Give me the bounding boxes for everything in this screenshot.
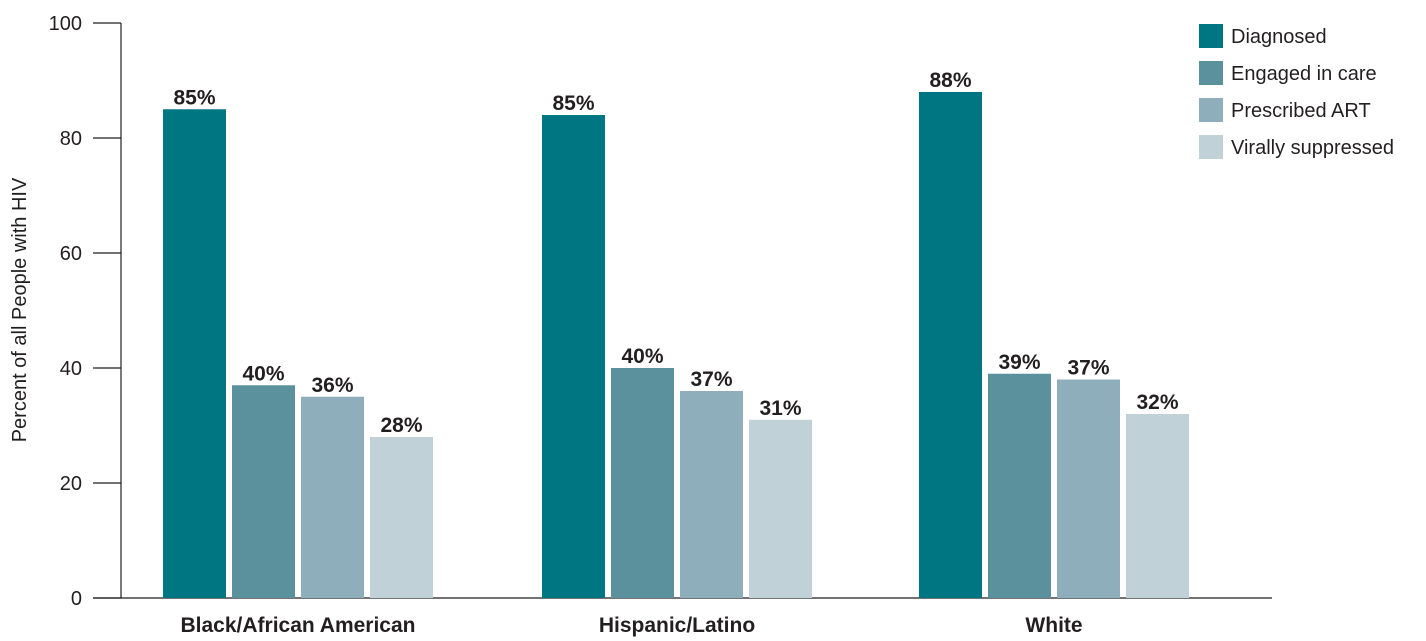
legend-swatch-prescribed-art bbox=[1199, 98, 1223, 122]
bar-hispanic-latino-engaged-in-care bbox=[611, 368, 674, 598]
data-label-white-engaged-in-care: 39% bbox=[998, 351, 1040, 374]
legend-swatch-diagnosed bbox=[1199, 24, 1223, 48]
bar-white-diagnosed bbox=[919, 92, 982, 598]
data-label-hispanic-latino-diagnosed: 85% bbox=[552, 92, 594, 115]
category-label-hispanic-latino: Hispanic/Latino bbox=[599, 614, 755, 637]
data-label-black-african-american-prescribed-art: 36% bbox=[311, 374, 353, 397]
data-label-black-african-american-engaged-in-care: 40% bbox=[242, 362, 284, 385]
bar-hispanic-latino-prescribed-art bbox=[680, 391, 743, 598]
data-label-black-african-american-diagnosed: 85% bbox=[173, 86, 215, 109]
bar-white-engaged-in-care bbox=[988, 373, 1051, 598]
data-label-hispanic-latino-virally-suppressed: 31% bbox=[759, 397, 801, 420]
legend-label-virally-suppressed: Virally suppressed bbox=[1231, 137, 1394, 159]
data-label-hispanic-latino-prescribed-art: 37% bbox=[690, 368, 732, 391]
bars-layer bbox=[163, 92, 1189, 598]
bar-black-african-american-prescribed-art bbox=[301, 396, 364, 598]
category-label-black-african-american: Black/African American bbox=[181, 614, 416, 637]
data-label-black-african-american-virally-suppressed: 28% bbox=[380, 414, 422, 437]
y-tick-label-20: 20 bbox=[60, 473, 82, 495]
y-tick-label-60: 60 bbox=[60, 243, 82, 265]
data-label-hispanic-latino-engaged-in-care: 40% bbox=[621, 345, 663, 368]
legend-swatch-virally-suppressed bbox=[1199, 135, 1223, 159]
category-label-white: White bbox=[1025, 614, 1082, 637]
bar-black-african-american-virally-suppressed bbox=[370, 437, 433, 598]
legend-label-engaged-in-care: Engaged in care bbox=[1231, 63, 1377, 85]
bar-hispanic-latino-virally-suppressed bbox=[749, 419, 812, 598]
y-tick-label-40: 40 bbox=[60, 358, 82, 380]
y-axis-title: Percent of all People with HIV bbox=[9, 177, 31, 442]
bar-white-virally-suppressed bbox=[1126, 414, 1189, 598]
data-label-white-diagnosed: 88% bbox=[929, 69, 971, 92]
legend: Diagnosed Engaged in care Prescribed ART Vi… bbox=[1199, 24, 1394, 159]
y-tick-label-100: 100 bbox=[49, 13, 82, 35]
y-tick-label-0: 0 bbox=[71, 588, 82, 610]
legend-swatch-engaged-in-care bbox=[1199, 61, 1223, 85]
y-tick-label-80: 80 bbox=[60, 128, 82, 150]
legend-label-prescribed-art: Prescribed ART bbox=[1231, 100, 1371, 122]
bar-white-prescribed-art bbox=[1057, 379, 1120, 598]
bar-black-african-american-diagnosed bbox=[163, 109, 226, 598]
data-label-white-virally-suppressed: 32% bbox=[1136, 391, 1178, 414]
labels-layer: 85% 40% 36% 28% Black/African American 85% 40%… bbox=[173, 69, 1178, 637]
bar-hispanic-latino-diagnosed bbox=[542, 115, 605, 598]
legend-label-diagnosed: Diagnosed bbox=[1231, 26, 1327, 48]
data-label-white-prescribed-art: 37% bbox=[1067, 357, 1109, 380]
bar-black-african-american-engaged-in-care bbox=[232, 385, 295, 598]
